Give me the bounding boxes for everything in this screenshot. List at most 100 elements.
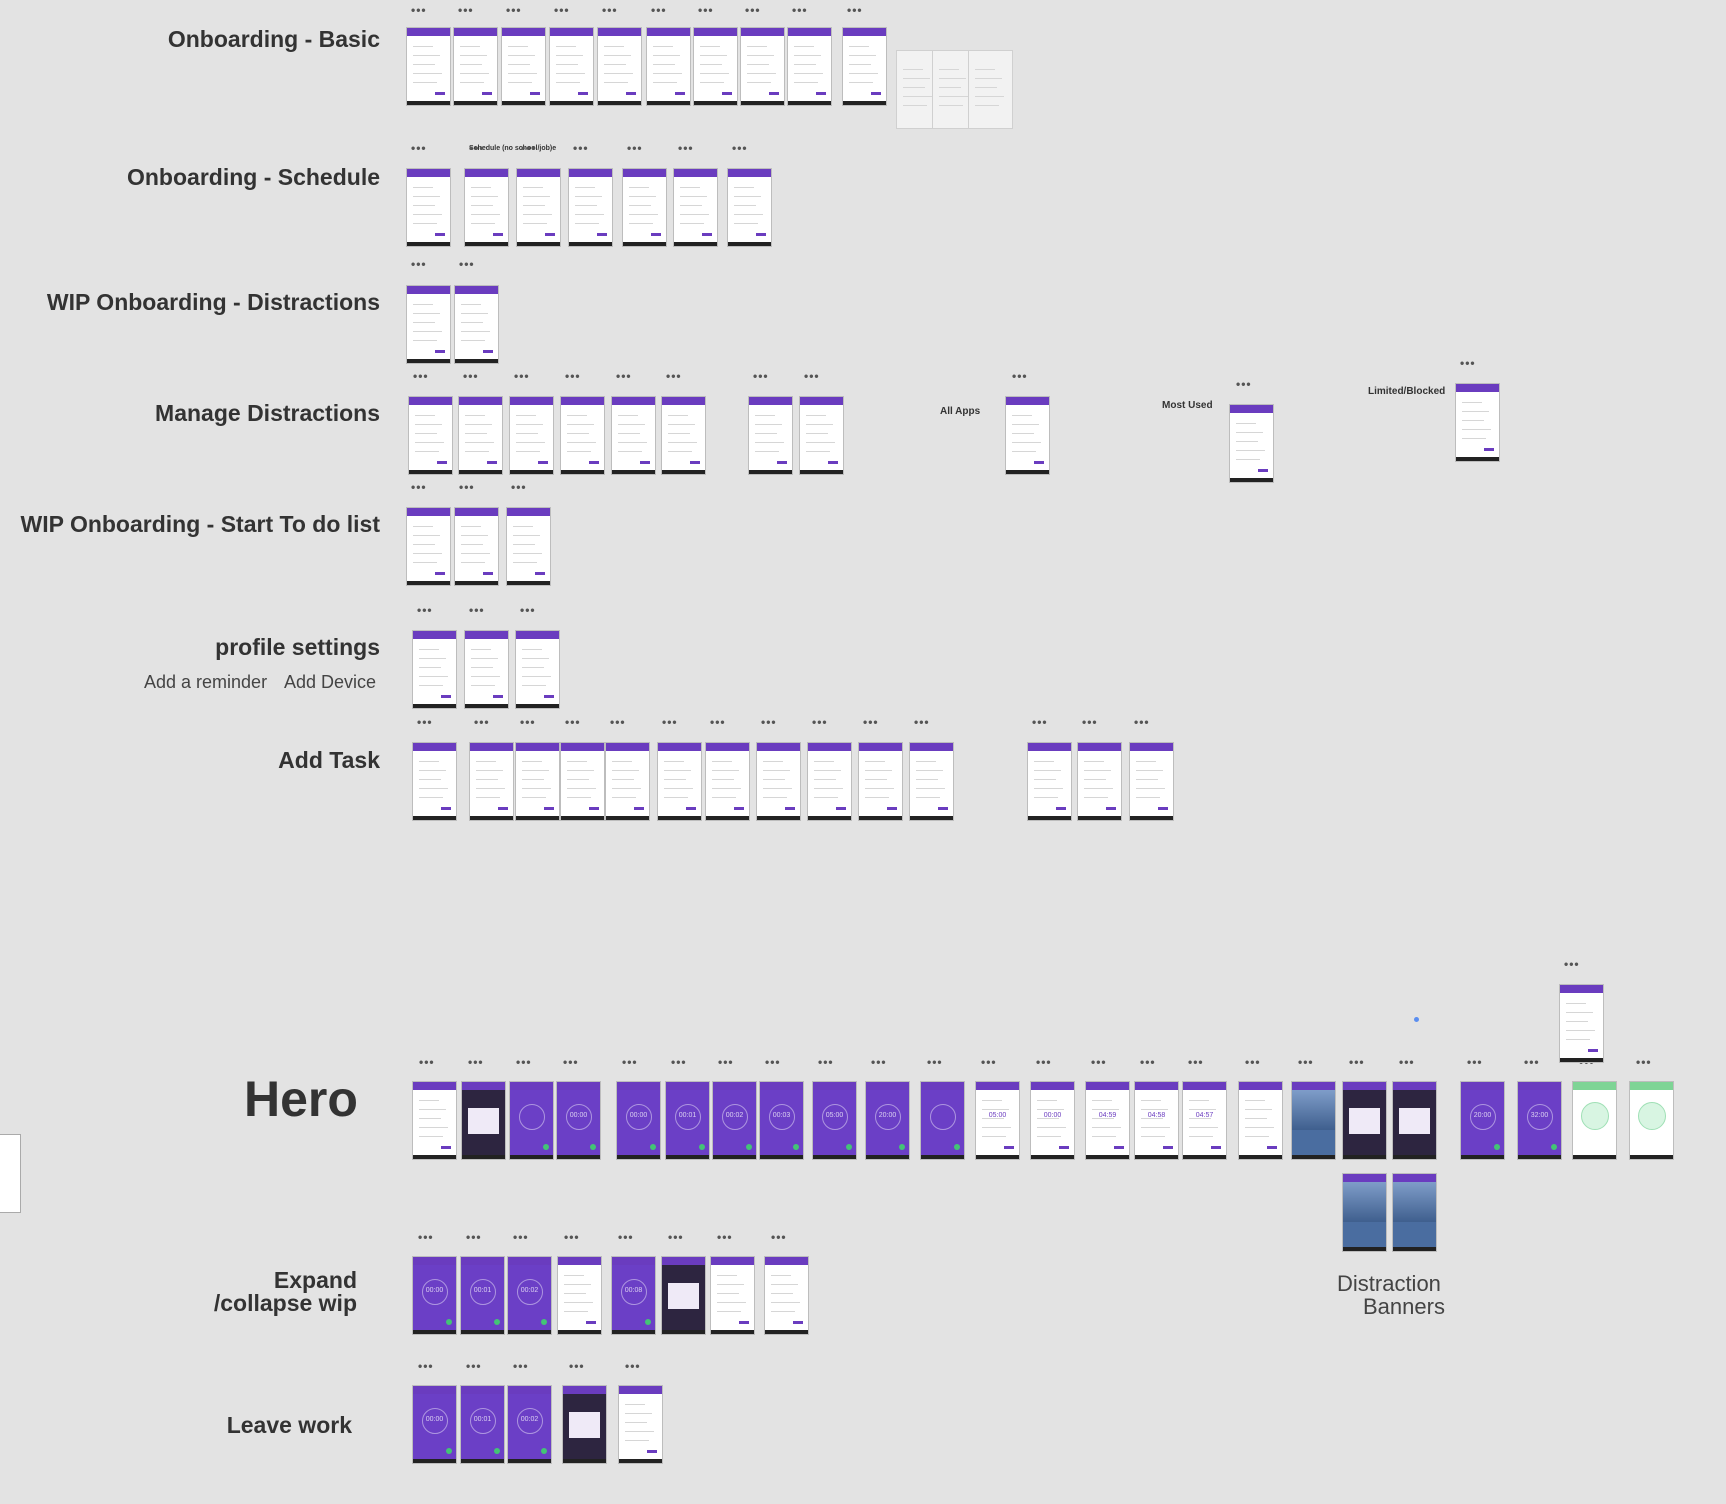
- screen-thumbnail[interactable]: [413, 1082, 456, 1159]
- screen-thumbnail[interactable]: [623, 169, 666, 246]
- more-options-icon[interactable]: •••: [516, 1055, 532, 1069]
- screen-thumbnail[interactable]: [550, 28, 593, 105]
- screen-thumbnail[interactable]: 04:57: [1183, 1082, 1226, 1159]
- more-options-icon[interactable]: •••: [927, 1055, 943, 1069]
- screen-thumbnail[interactable]: [1560, 985, 1603, 1062]
- more-options-icon[interactable]: •••: [411, 141, 427, 155]
- screen-thumbnail[interactable]: [561, 743, 604, 820]
- more-options-icon[interactable]: •••: [662, 715, 678, 729]
- screen-thumbnail[interactable]: [407, 508, 450, 585]
- screen-thumbnail[interactable]: [808, 743, 851, 820]
- screen-thumbnail[interactable]: [462, 1082, 505, 1159]
- screen-thumbnail[interactable]: 20:00: [1461, 1082, 1504, 1159]
- screen-thumbnail[interactable]: [741, 28, 784, 105]
- screen-thumbnail[interactable]: [561, 397, 604, 474]
- screen-thumbnail[interactable]: [1028, 743, 1071, 820]
- more-options-icon[interactable]: •••: [563, 1055, 579, 1069]
- screen-thumbnail[interactable]: [563, 1386, 606, 1463]
- more-options-icon[interactable]: •••: [417, 715, 433, 729]
- screen-thumbnail[interactable]: [1343, 1174, 1386, 1251]
- more-options-icon[interactable]: •••: [466, 1359, 482, 1373]
- more-options-icon[interactable]: •••: [1460, 356, 1476, 370]
- partial-screen-thumbnail[interactable]: [0, 1135, 20, 1212]
- screen-thumbnail[interactable]: 00:00: [557, 1082, 600, 1159]
- more-options-icon[interactable]: •••: [710, 715, 726, 729]
- screen-thumbnail[interactable]: 04:58: [1135, 1082, 1178, 1159]
- more-options-icon[interactable]: •••: [1245, 1055, 1261, 1069]
- more-options-icon[interactable]: •••: [863, 715, 879, 729]
- screen-thumbnail[interactable]: [455, 286, 498, 363]
- more-options-icon[interactable]: •••: [792, 3, 808, 17]
- screen-thumbnail[interactable]: [800, 397, 843, 474]
- more-options-icon[interactable]: •••: [1134, 715, 1150, 729]
- screen-thumbnail[interactable]: [569, 169, 612, 246]
- more-options-icon[interactable]: •••: [565, 715, 581, 729]
- more-options-icon[interactable]: •••: [564, 1230, 580, 1244]
- screen-thumbnail[interactable]: [711, 1257, 754, 1334]
- screen-thumbnail[interactable]: 00:01: [666, 1082, 709, 1159]
- more-options-icon[interactable]: •••: [411, 257, 427, 271]
- more-options-icon[interactable]: •••: [1564, 957, 1580, 971]
- screen-thumbnail[interactable]: [558, 1257, 601, 1334]
- more-options-icon[interactable]: •••: [745, 3, 761, 17]
- more-options-icon[interactable]: •••: [761, 715, 777, 729]
- screen-thumbnail[interactable]: [413, 743, 456, 820]
- screen-thumbnail[interactable]: [516, 743, 559, 820]
- more-options-icon[interactable]: •••: [474, 715, 490, 729]
- more-options-icon[interactable]: •••: [469, 141, 485, 155]
- more-options-icon[interactable]: •••: [753, 369, 769, 383]
- screen-thumbnail[interactable]: [470, 743, 513, 820]
- screen-thumbnail[interactable]: [454, 28, 497, 105]
- screen-thumbnail[interactable]: [409, 397, 452, 474]
- more-options-icon[interactable]: •••: [458, 3, 474, 17]
- screen-thumbnail[interactable]: [413, 631, 456, 708]
- more-options-icon[interactable]: •••: [732, 141, 748, 155]
- more-options-icon[interactable]: •••: [1467, 1055, 1483, 1069]
- screen-thumbnail[interactable]: [1343, 1082, 1386, 1159]
- screen-thumbnail[interactable]: [455, 508, 498, 585]
- screen-thumbnail[interactable]: [706, 743, 749, 820]
- screen-thumbnail[interactable]: [1130, 743, 1173, 820]
- screen-thumbnail[interactable]: [757, 743, 800, 820]
- screen-thumbnail[interactable]: [749, 397, 792, 474]
- screen-thumbnail[interactable]: [1078, 743, 1121, 820]
- more-options-icon[interactable]: •••: [1188, 1055, 1204, 1069]
- screen-thumbnail[interactable]: 00:00: [1031, 1082, 1074, 1159]
- screen-thumbnail[interactable]: [674, 169, 717, 246]
- screen-thumbnail[interactable]: [612, 397, 655, 474]
- screen-thumbnail[interactable]: [1230, 405, 1273, 482]
- screen-thumbnail[interactable]: [921, 1082, 964, 1159]
- more-options-icon[interactable]: •••: [804, 369, 820, 383]
- screen-thumbnail[interactable]: [407, 28, 450, 105]
- screen-thumbnail[interactable]: 05:00: [976, 1082, 1019, 1159]
- more-options-icon[interactable]: •••: [812, 715, 828, 729]
- more-options-icon[interactable]: •••: [520, 603, 536, 617]
- more-options-icon[interactable]: •••: [871, 1055, 887, 1069]
- screen-thumbnail[interactable]: [933, 51, 976, 128]
- screen-thumbnail[interactable]: 00:00: [617, 1082, 660, 1159]
- more-options-icon[interactable]: •••: [618, 1230, 634, 1244]
- screen-thumbnail[interactable]: [516, 631, 559, 708]
- more-options-icon[interactable]: •••: [418, 1359, 434, 1373]
- more-options-icon[interactable]: •••: [1298, 1055, 1314, 1069]
- more-options-icon[interactable]: •••: [666, 369, 682, 383]
- screen-thumbnail[interactable]: [910, 743, 953, 820]
- more-options-icon[interactable]: •••: [771, 1230, 787, 1244]
- more-options-icon[interactable]: •••: [506, 3, 522, 17]
- more-options-icon[interactable]: •••: [1012, 369, 1028, 383]
- screen-thumbnail[interactable]: [1573, 1082, 1616, 1159]
- more-options-icon[interactable]: •••: [1524, 1055, 1540, 1069]
- screen-thumbnail[interactable]: [459, 397, 502, 474]
- screen-thumbnail[interactable]: [407, 286, 450, 363]
- screen-thumbnail[interactable]: [1006, 397, 1049, 474]
- more-options-icon[interactable]: •••: [602, 3, 618, 17]
- screen-thumbnail[interactable]: 00:00: [413, 1257, 456, 1334]
- screen-thumbnail[interactable]: [1393, 1082, 1436, 1159]
- more-options-icon[interactable]: •••: [616, 369, 632, 383]
- more-options-icon[interactable]: •••: [513, 1359, 529, 1373]
- screen-thumbnail[interactable]: [1630, 1082, 1673, 1159]
- more-options-icon[interactable]: •••: [1036, 1055, 1052, 1069]
- more-options-icon[interactable]: •••: [1236, 377, 1252, 391]
- screen-thumbnail[interactable]: [728, 169, 771, 246]
- more-options-icon[interactable]: •••: [554, 3, 570, 17]
